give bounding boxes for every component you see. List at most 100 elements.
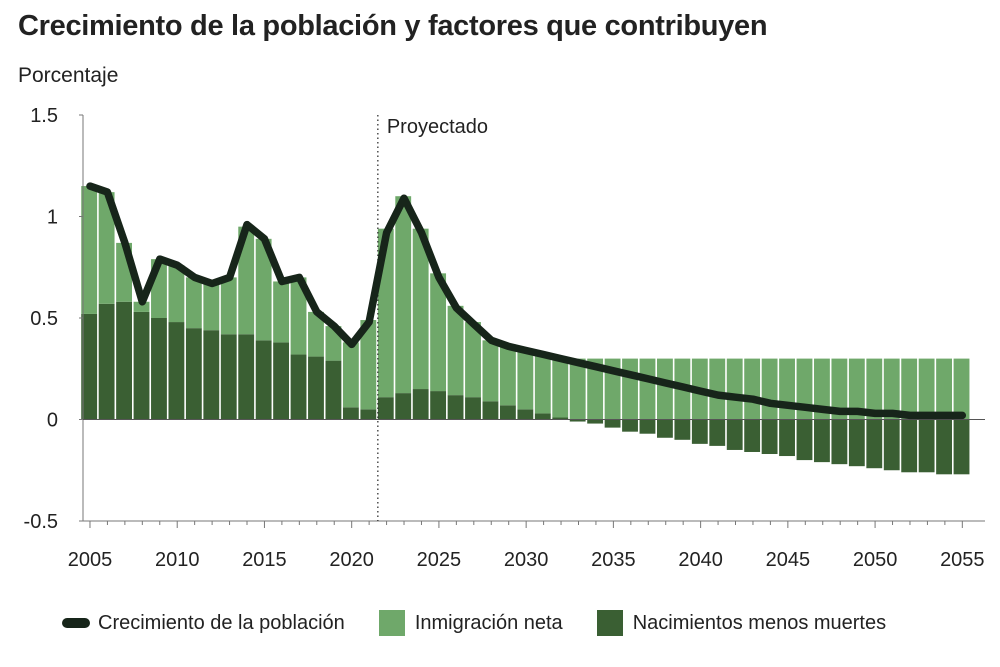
- bar-natural-2014: [238, 334, 255, 420]
- bar-immigration-2016: [273, 281, 290, 343]
- bar-immigration-2006: [98, 192, 115, 304]
- bar-immigration-2027: [465, 322, 481, 398]
- x-tick-label: 2050: [853, 549, 898, 571]
- bar-natural-2021: [360, 409, 377, 420]
- bar-immigration-2014: [238, 226, 255, 335]
- x-tick-label: 2055: [940, 549, 985, 571]
- bar-immigration-2018: [308, 311, 324, 357]
- bars-group: [81, 186, 970, 475]
- bar-natural-2047: [814, 419, 830, 463]
- bar-immigration-2015: [255, 238, 272, 341]
- projected-label: Proyectado: [387, 116, 488, 138]
- bar-immigration-2033: [569, 358, 586, 420]
- y-tick-label: 1.5: [30, 105, 58, 127]
- bar-natural-2016: [273, 342, 290, 420]
- bar-immigration-2053: [918, 358, 935, 420]
- bar-natural-2049: [848, 419, 865, 467]
- legend-item-natural: Nacimientos menos muertes: [596, 610, 887, 636]
- bar-natural-2029: [499, 405, 516, 420]
- bar-natural-2048: [831, 419, 848, 465]
- bar-immigration-2038: [657, 358, 673, 420]
- bar-natural-2051: [883, 419, 900, 471]
- bar-immigration-2021: [360, 320, 377, 410]
- bar-natural-2042: [726, 419, 743, 450]
- bar-natural-2050: [866, 419, 883, 469]
- population-growth-line: [86, 182, 967, 420]
- y-tick-label: 1: [47, 207, 58, 229]
- bar-immigration-2025: [430, 273, 447, 392]
- x-tick-label: 2040: [678, 549, 723, 571]
- bar-natural-2022: [377, 397, 394, 420]
- line-group: [86, 182, 967, 420]
- legend: Crecimiento de la población Inmigración …: [62, 610, 920, 636]
- bar-natural-2028: [482, 401, 499, 420]
- bar-immigration-2008: [133, 301, 150, 312]
- bar-natural-2012: [203, 330, 220, 420]
- bar-natural-2025: [430, 391, 447, 420]
- bar-natural-2018: [308, 356, 324, 420]
- bar-natural-2044: [761, 419, 778, 455]
- bar-immigration-2048: [831, 358, 848, 420]
- bar-immigration-2017: [290, 277, 307, 355]
- bar-natural-2015: [255, 340, 272, 420]
- bar-immigration-2020: [342, 342, 359, 408]
- bar-immigration-2051: [883, 358, 900, 420]
- bar-immigration-2049: [848, 358, 865, 420]
- bar-immigration-2044: [761, 358, 778, 420]
- chart-svg: -0.5 0 0.5 1 1.5 2005 2010 2015 2020 2025 2030 2035…: [24, 105, 985, 571]
- bar-immigration-2030: [517, 348, 534, 410]
- bar-natural-2019: [325, 360, 342, 420]
- y-tick-label: 0: [47, 410, 58, 432]
- x-tick-label: 2030: [504, 549, 549, 571]
- bar-immigration-2028: [482, 340, 499, 402]
- bar-natural-2037: [639, 419, 656, 434]
- bar-natural-2010: [168, 322, 185, 420]
- bar-natural-2031: [534, 413, 551, 420]
- chart-title: Crecimiento de la población y factores q…: [18, 10, 768, 42]
- bar-natural-2036: [622, 419, 638, 432]
- bar-natural-2041: [709, 419, 726, 446]
- y-tick-label: 0.5: [30, 308, 58, 330]
- bar-natural-2054: [936, 419, 952, 475]
- legend-item-immigration: Inmigración neta: [378, 610, 563, 636]
- bar-immigration-2032: [552, 356, 569, 418]
- bar-immigration-2023: [395, 196, 412, 394]
- bar-natural-2020: [342, 407, 359, 420]
- x-tick-label: 2020: [329, 549, 374, 571]
- legend-label-immigration: Inmigración neta: [414, 611, 563, 634]
- bar-natural-2032: [552, 417, 569, 420]
- legend-swatch-immigration: [378, 610, 405, 636]
- bar-immigration-2043: [744, 358, 761, 420]
- legend-swatch-natural: [596, 610, 623, 636]
- bar-natural-2038: [657, 419, 673, 438]
- bar-immigration-2054: [936, 358, 952, 420]
- legend-label-population: Crecimiento de la población: [98, 611, 345, 634]
- bar-immigration-2037: [639, 358, 656, 420]
- legend-label-natural: Nacimientos menos muertes: [632, 611, 887, 634]
- bar-immigration-2011: [185, 277, 202, 329]
- bar-immigration-2055: [953, 358, 970, 420]
- bar-immigration-2005: [81, 186, 98, 314]
- bar-immigration-2012: [203, 283, 220, 331]
- bar-immigration-2041: [709, 358, 726, 420]
- bar-natural-2027: [465, 397, 481, 420]
- bar-natural-2013: [220, 334, 237, 420]
- bar-natural-2017: [290, 354, 307, 420]
- bar-natural-2053: [918, 419, 935, 473]
- bar-natural-2039: [674, 419, 691, 440]
- bar-natural-2055: [953, 419, 970, 475]
- legend-swatch-population: [62, 618, 90, 628]
- legend-item-population: Crecimiento de la población: [62, 612, 345, 635]
- bar-immigration-2024: [412, 228, 429, 390]
- bar-immigration-2050: [866, 358, 883, 420]
- x-tick-label: 2015: [242, 549, 287, 571]
- x-tick-label: 2010: [155, 549, 200, 571]
- axes-group: [79, 114, 985, 528]
- bar-immigration-2031: [534, 352, 551, 414]
- y-tick-label: -0.5: [24, 511, 58, 533]
- bar-natural-2008: [133, 311, 150, 420]
- bar-natural-2009: [151, 318, 167, 420]
- y-axis-label: Porcentaje: [18, 64, 119, 87]
- bar-immigration-2036: [622, 358, 638, 420]
- bar-natural-2043: [744, 419, 761, 452]
